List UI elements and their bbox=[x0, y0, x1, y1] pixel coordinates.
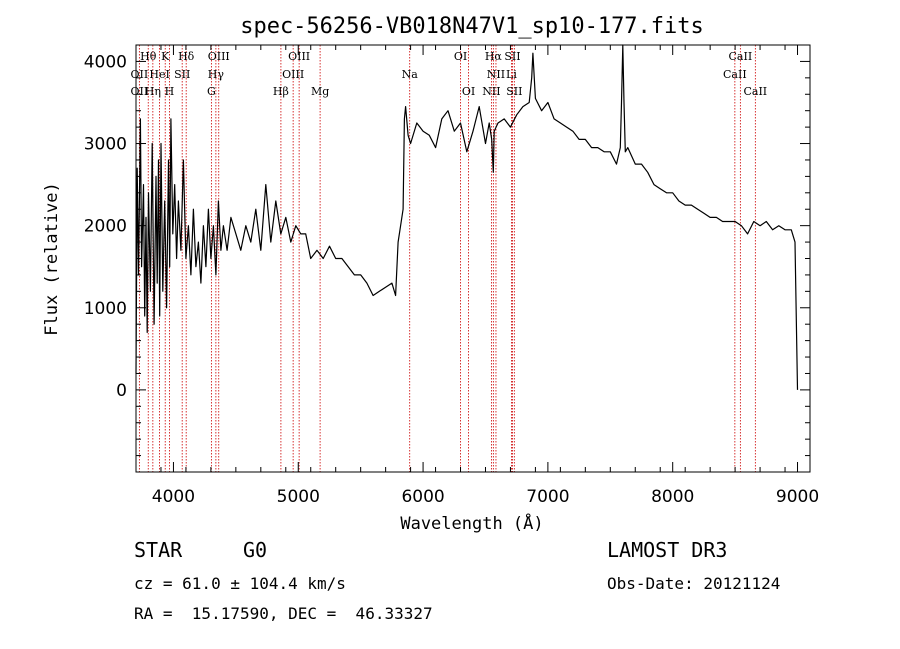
object-class: STAR bbox=[134, 538, 183, 562]
x-axis-label: Wavelength (Å) bbox=[400, 512, 543, 534]
chart-title: spec-56256-VB018N47V1_sp10-177.fits bbox=[240, 14, 704, 39]
spectral-line-label: OI bbox=[462, 85, 475, 98]
spectral-line-label: SII bbox=[174, 68, 190, 81]
spectral-line-label: K bbox=[161, 50, 170, 63]
spectral-line-label: G bbox=[207, 85, 216, 98]
spectral-line-label: Na bbox=[402, 68, 419, 81]
spectral-line-label: OII bbox=[131, 68, 149, 81]
redshift-velocity: cz = 61.0 ± 104.4 km/s bbox=[134, 574, 346, 593]
spectral-line-label: OIII bbox=[288, 50, 310, 63]
x-tick-label: 6000 bbox=[401, 487, 444, 507]
y-tick-label: 3000 bbox=[84, 135, 127, 155]
spectral-line-label: H bbox=[165, 85, 175, 98]
spectral-line-label: HeI bbox=[149, 68, 169, 81]
spectral-line-label: OIII bbox=[208, 50, 230, 63]
x-tick-label: 7000 bbox=[526, 487, 569, 507]
spectral-line-label: OIII bbox=[282, 68, 304, 81]
spectral-line-label: CaII bbox=[743, 85, 767, 98]
spectral-line-label: SII bbox=[504, 50, 520, 63]
spectral-line-label: Hδ bbox=[178, 50, 195, 63]
spectral-line-label: Hγ bbox=[208, 68, 225, 81]
y-tick-label: 4000 bbox=[84, 52, 127, 72]
coordinates: RA = 15.17590, DEC = 46.33327 bbox=[134, 604, 433, 623]
x-tick-label: 8000 bbox=[651, 487, 694, 507]
x-tick-label: 5000 bbox=[277, 487, 320, 507]
plot-frame bbox=[135, 44, 811, 473]
y-tick-label: 2000 bbox=[84, 217, 127, 237]
y-axis-label: Flux (relative) bbox=[42, 182, 62, 336]
survey-name: LAMOST DR3 bbox=[607, 538, 728, 562]
spectral-line-label: Hθ bbox=[140, 50, 157, 63]
object-subclass: G0 bbox=[243, 538, 268, 562]
spectrum-line bbox=[135, 44, 799, 390]
spectral-line-label: Li bbox=[506, 68, 517, 81]
spectrum-chart: spec-56256-VB018N47V1_sp10-177.fits Hθ K H… bbox=[42, 14, 819, 534]
spectral-line-label: CaII bbox=[729, 50, 753, 63]
spectral-line-label: Hη bbox=[145, 85, 161, 98]
spectral-line-label: Hβ bbox=[273, 85, 289, 98]
spectral-line-label: CaII bbox=[723, 68, 747, 81]
observation-date: Obs-Date: 20121124 bbox=[607, 574, 781, 593]
spectral-line-label: Hα bbox=[485, 50, 503, 63]
spectral-line-label: OI bbox=[454, 50, 467, 63]
y-tick-label: 1000 bbox=[84, 299, 127, 319]
spectral-line-label: NII bbox=[487, 68, 505, 81]
spectral-line-label: Mg bbox=[311, 85, 329, 98]
x-tick-label: 9000 bbox=[776, 487, 819, 507]
spectral-line-label: OII bbox=[131, 85, 149, 98]
x-tick-label: 4000 bbox=[152, 487, 195, 507]
spectral-line-label: SII bbox=[506, 85, 522, 98]
y-tick-label: 0 bbox=[116, 381, 127, 401]
spectral-line-label: NII bbox=[482, 85, 500, 98]
